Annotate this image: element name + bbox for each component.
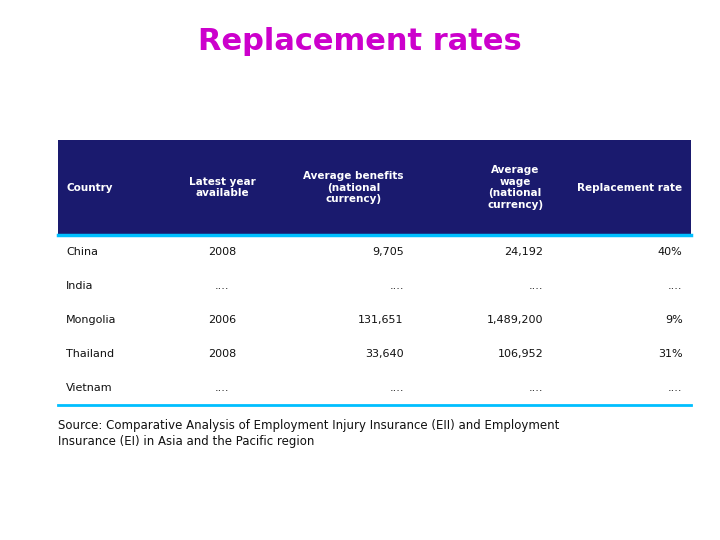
- Text: Mongolia: Mongolia: [66, 315, 117, 325]
- Text: 9,705: 9,705: [372, 247, 404, 257]
- Text: Average benefits
(national
currency): Average benefits (national currency): [303, 171, 404, 204]
- Text: 106,952: 106,952: [498, 349, 543, 359]
- Text: ....: ....: [215, 281, 230, 291]
- Text: India: India: [66, 281, 94, 291]
- Text: Vietnam: Vietnam: [66, 383, 113, 393]
- Text: 33,640: 33,640: [365, 349, 404, 359]
- Text: 1,489,200: 1,489,200: [487, 315, 543, 325]
- Text: ....: ....: [528, 281, 543, 291]
- Text: 2008: 2008: [208, 247, 236, 257]
- Text: ....: ....: [528, 383, 543, 393]
- Text: 131,651: 131,651: [359, 315, 404, 325]
- Text: Source: Comparative Analysis of Employment Injury Insurance (EII) and Employment: Source: Comparative Analysis of Employme…: [58, 418, 559, 449]
- Text: ....: ....: [668, 383, 683, 393]
- Text: Thailand: Thailand: [66, 349, 114, 359]
- Text: Country: Country: [66, 183, 113, 193]
- Text: ....: ....: [668, 281, 683, 291]
- Text: ....: ....: [390, 281, 404, 291]
- Text: 9%: 9%: [665, 315, 683, 325]
- Text: 2006: 2006: [208, 315, 236, 325]
- Text: 40%: 40%: [658, 247, 683, 257]
- Text: ....: ....: [390, 383, 404, 393]
- Text: China: China: [66, 247, 98, 257]
- Text: Average
wage
(national
currency): Average wage (national currency): [487, 165, 543, 210]
- Text: ....: ....: [215, 383, 230, 393]
- Text: 2008: 2008: [208, 349, 236, 359]
- Text: Replacement rates: Replacement rates: [198, 27, 522, 56]
- Text: 31%: 31%: [658, 349, 683, 359]
- Text: 24,192: 24,192: [504, 247, 543, 257]
- Text: Replacement rate: Replacement rate: [577, 183, 683, 193]
- Text: Latest year
available: Latest year available: [189, 177, 256, 199]
